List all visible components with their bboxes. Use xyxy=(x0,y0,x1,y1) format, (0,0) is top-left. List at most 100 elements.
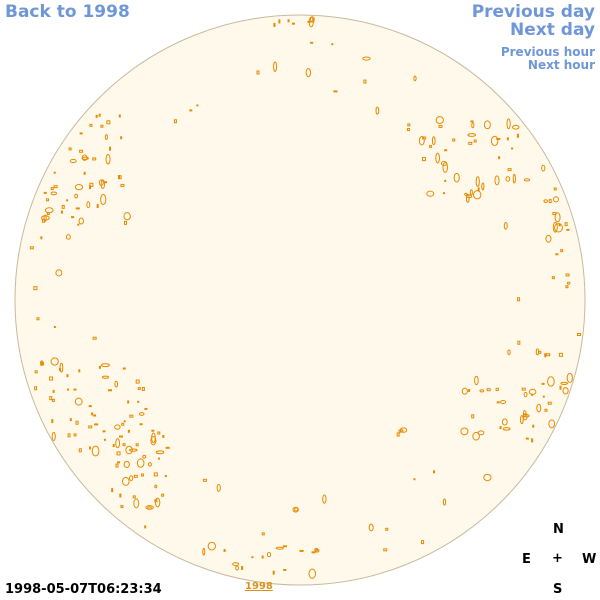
contour-mark xyxy=(92,336,97,340)
contour-mark xyxy=(49,396,53,401)
next-day-link[interactable]: Next day xyxy=(510,20,595,40)
contour-mark xyxy=(499,426,502,430)
contour-mark xyxy=(100,363,110,368)
contour-mark xyxy=(51,419,54,424)
contour-mark xyxy=(73,388,77,391)
contour-mark xyxy=(453,172,460,183)
contour-mark xyxy=(512,173,516,184)
contour-mark xyxy=(132,495,136,499)
contour-mark xyxy=(60,210,63,214)
previous-day-link[interactable]: Previous day xyxy=(471,2,595,22)
contour-mark xyxy=(406,128,410,132)
contour-mark xyxy=(577,332,582,336)
contour-mark xyxy=(486,388,491,392)
contour-mark xyxy=(444,149,448,152)
contour-mark xyxy=(543,199,548,204)
contour-mark xyxy=(65,234,71,240)
contour-mark xyxy=(465,194,470,203)
contour-mark xyxy=(558,223,561,227)
contour-mark xyxy=(496,401,500,404)
contour-mark xyxy=(368,523,374,532)
contour-mark xyxy=(66,199,69,202)
contour-mark xyxy=(43,214,47,222)
contour-mark xyxy=(294,507,299,512)
contour-mark xyxy=(431,136,436,146)
contour-mark xyxy=(544,408,548,412)
contour-mark xyxy=(104,181,108,184)
contour-mark xyxy=(118,174,121,179)
contour-mark xyxy=(483,473,492,482)
contour-mark xyxy=(501,418,508,426)
contour-mark xyxy=(104,438,107,441)
contour-mark xyxy=(120,136,123,140)
contour-mark xyxy=(141,386,145,391)
contour-mark xyxy=(100,194,107,205)
contour-mark xyxy=(223,548,226,552)
contour-mark xyxy=(473,139,477,143)
contour-mark xyxy=(145,505,154,510)
contour-mark xyxy=(154,497,161,508)
contour-mark xyxy=(116,451,121,456)
contour-mark xyxy=(139,423,143,426)
contour-mark xyxy=(505,176,511,182)
contour-mark xyxy=(558,352,563,357)
contour-mark xyxy=(86,201,91,209)
next-hour-link[interactable]: Next hour xyxy=(527,58,595,72)
contour-mark xyxy=(34,370,38,374)
contour-mark xyxy=(78,369,81,373)
contour-mark xyxy=(503,221,508,230)
contour-mark xyxy=(362,56,371,61)
compass-north-label: N xyxy=(553,522,564,537)
contour-mark xyxy=(100,124,104,128)
contour-mark xyxy=(560,249,564,253)
contour-mark xyxy=(127,429,130,433)
contour-mark xyxy=(500,399,507,405)
contour-mark xyxy=(554,223,563,233)
contour-mark xyxy=(53,171,56,174)
back-to-year-link[interactable]: Back to 1998 xyxy=(5,2,130,22)
contour-mark xyxy=(157,457,160,460)
contour-mark xyxy=(421,540,425,545)
contour-mark xyxy=(443,192,446,195)
contour-mark xyxy=(314,547,319,552)
contour-mark xyxy=(333,90,338,93)
contour-mark xyxy=(78,448,82,453)
contour-mark xyxy=(467,133,477,137)
contour-mark xyxy=(429,144,433,148)
contour-mark xyxy=(51,431,56,442)
contour-mark xyxy=(207,541,216,551)
contour-mark xyxy=(150,435,157,446)
contour-mark xyxy=(100,179,105,190)
contour-mark xyxy=(50,191,57,196)
contour-mark xyxy=(383,548,388,552)
contour-mark xyxy=(55,269,63,277)
previous-hour-link[interactable]: Previous hour xyxy=(500,45,595,59)
contour-mark xyxy=(435,152,440,164)
contour-mark xyxy=(161,493,165,497)
contour-mark xyxy=(523,391,528,398)
contour-mark xyxy=(273,22,276,27)
contour-mark xyxy=(385,527,389,531)
contour-mark xyxy=(74,184,84,191)
contour-mark xyxy=(232,562,240,567)
contour-mark xyxy=(551,276,555,280)
contour-mark xyxy=(555,253,559,256)
contour-mark xyxy=(466,194,472,199)
year-link[interactable]: 1998 xyxy=(245,581,273,592)
contour-mark xyxy=(77,223,80,226)
contour-mark xyxy=(565,273,570,277)
contour-mark xyxy=(78,217,85,225)
contour-mark xyxy=(107,389,112,392)
contour-mark xyxy=(189,109,193,112)
contour-mark xyxy=(137,386,141,390)
compass-center-mark: + xyxy=(552,551,563,566)
contour-mark xyxy=(79,149,84,153)
contour-mark xyxy=(292,506,299,513)
contour-mark xyxy=(544,353,547,358)
contour-mark xyxy=(144,525,147,529)
contour-mark xyxy=(521,387,526,391)
contour-mark xyxy=(75,207,80,210)
contour-mark xyxy=(468,141,473,145)
contour-mark xyxy=(53,326,56,329)
